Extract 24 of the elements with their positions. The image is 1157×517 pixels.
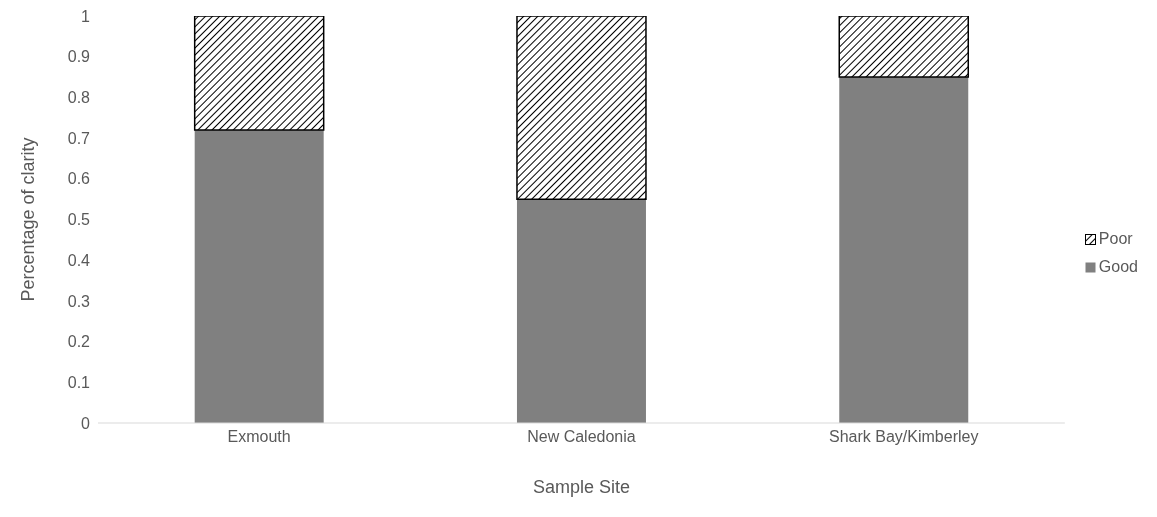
bar: [839, 77, 969, 423]
y-tick-label: 1: [81, 7, 91, 25]
y-tick-label: 0.7: [67, 129, 91, 147]
y-tick-label: 0.9: [67, 48, 91, 66]
bar: [838, 16, 970, 78]
legend-label: Poor: [1098, 230, 1133, 248]
bar: [516, 16, 647, 200]
y-tick-label: 0.4: [67, 251, 91, 269]
legend-label: Good: [1098, 258, 1138, 276]
y-tick-label: 0.5: [67, 211, 91, 229]
y-tick-label: 0: [81, 414, 91, 432]
y-tick-label: 0.6: [67, 170, 91, 188]
bar: [516, 199, 646, 423]
y-tick-label: 0.3: [67, 292, 91, 310]
bar: [193, 16, 325, 131]
x-axis-title: Sample Site: [532, 477, 630, 497]
bar: [194, 129, 324, 423]
x-tick-label: Exmouth: [227, 428, 291, 446]
y-tick-label: 0.8: [67, 89, 91, 107]
x-tick-label: Shark Bay/Kimberley: [829, 428, 979, 446]
y-axis-title: Percentage of clarity: [18, 137, 39, 302]
y-tick-label: 0.2: [67, 333, 91, 351]
x-tick-label: New Caledonia: [527, 428, 636, 446]
y-tick-label: 0.1: [67, 373, 91, 391]
